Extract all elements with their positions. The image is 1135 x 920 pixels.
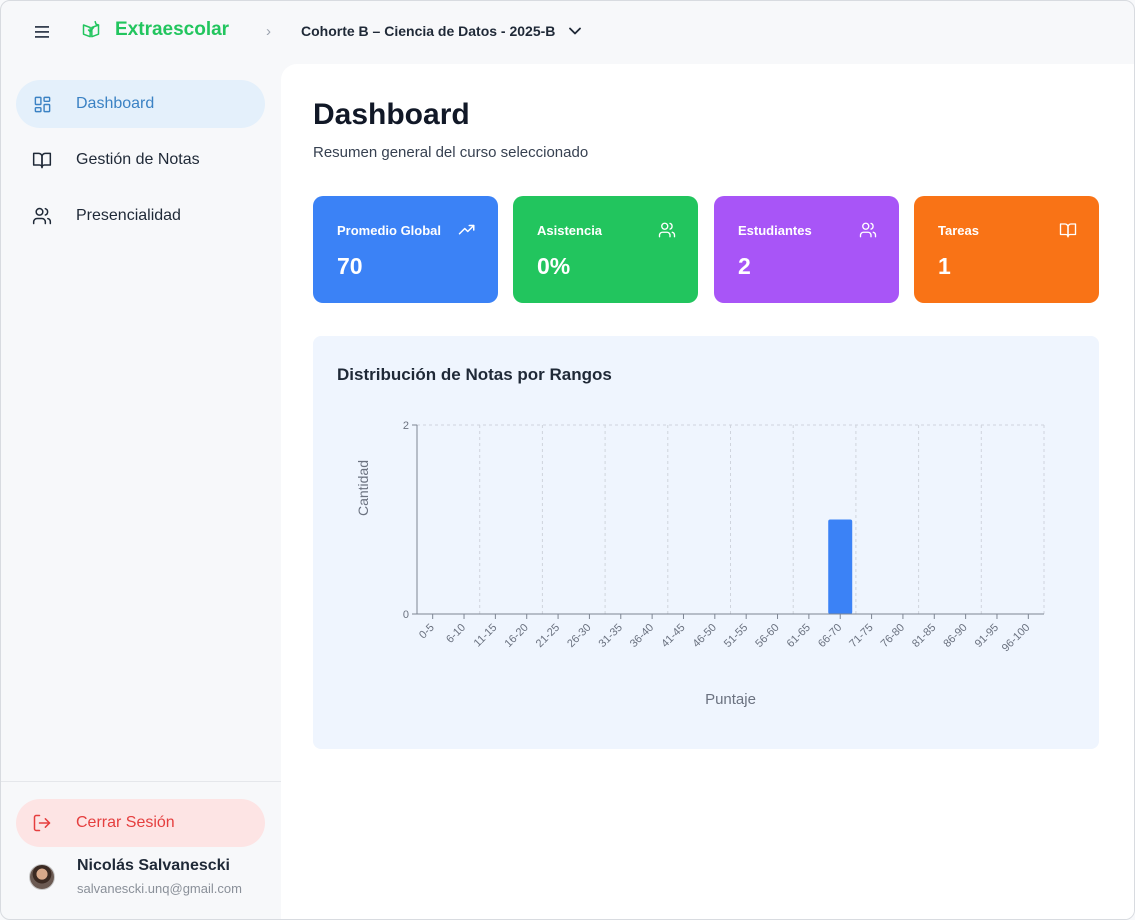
- y-tick-label: 2: [403, 420, 409, 432]
- menu-icon: [35, 26, 49, 38]
- chart-title: Distribución de Notas por Rangos: [337, 365, 612, 384]
- users-icon: [859, 222, 877, 238]
- x-tick-label: 71-75: [847, 622, 875, 650]
- trending-up-icon: [458, 224, 475, 235]
- y-axis-label: Cantidad: [355, 460, 371, 516]
- book-open-icon: [1059, 223, 1077, 238]
- page-subtitle: Resumen general del curso seleccionado: [313, 144, 589, 161]
- avatar: [29, 863, 55, 890]
- bar-chart: 020-5 6-10 11-15 16-20 21-25 26-30 31-35 36-40 4…: [355, 420, 1045, 708]
- page-title: Dashboard: [313, 98, 470, 131]
- sidebar-item-presencialidad[interactable]: Presencialidad: [16, 192, 265, 240]
- book-check-icon: [82, 20, 100, 38]
- stat-card-asistencia: Asistencia 0%: [513, 196, 698, 303]
- cohort-label: Cohorte B – Ciencia de Datos - 2025-B: [301, 23, 556, 39]
- cohort-selector[interactable]: Cohorte B – Ciencia de Datos - 2025-B: [301, 23, 582, 39]
- stat-card-value: 0%: [537, 253, 571, 279]
- brand-name: Extraescolar: [115, 19, 230, 40]
- x-tick-label: 91-95: [973, 622, 1001, 650]
- sidebar-item-label: Gestión de Notas: [76, 151, 200, 168]
- stat-card-label: Asistencia: [537, 223, 603, 238]
- sidebar-item-gestion-notas[interactable]: Gestión de Notas: [16, 136, 265, 184]
- x-tick-label: 76-80: [879, 622, 907, 650]
- x-tick-label: 81-85: [910, 622, 938, 650]
- x-tick-label: 26-30: [565, 622, 593, 650]
- user-email: salvanescki.unq@gmail.com: [77, 881, 242, 896]
- stat-card-tareas: Tareas 1: [914, 196, 1099, 303]
- stat-card-promedio: Promedio Global 70: [313, 196, 498, 303]
- main-content: Dashboard Resumen general del curso sele…: [281, 64, 1134, 919]
- y-tick-label: 0: [403, 609, 409, 621]
- menu-button[interactable]: [29, 20, 55, 44]
- book-icon: [32, 150, 52, 170]
- users-icon: [32, 206, 52, 226]
- x-tick-label: 36-40: [628, 622, 656, 650]
- x-tick-label: 6-10: [444, 622, 468, 646]
- users-icon: [658, 222, 676, 238]
- x-tick-label: 31-35: [597, 622, 625, 650]
- x-tick-label: 21-25: [534, 622, 562, 650]
- log-out-icon: [32, 813, 52, 833]
- user-name: Nicolás Salvanescki: [77, 857, 230, 874]
- logout-button[interactable]: Cerrar Sesión: [16, 799, 265, 847]
- chart-bar-66-70: [828, 519, 853, 614]
- user-profile[interactable]: Nicolás Salvanescki salvanescki.unq@gmai…: [29, 857, 242, 896]
- logout-label: Cerrar Sesión: [76, 814, 175, 831]
- sidebar-divider: [1, 781, 281, 782]
- x-tick-label: 16-20: [502, 622, 530, 650]
- x-tick-label: 0-5: [417, 622, 437, 642]
- chart-panel: Distribución de Notas por Rangos 0 2 0-5 6-…: [313, 336, 1099, 749]
- x-tick-label: 46-50: [691, 622, 719, 650]
- stat-card-estudiantes: Estudiantes 2: [714, 196, 899, 303]
- chevron-right-icon: ›: [266, 23, 271, 40]
- top-bar: Extraescolar › Cohorte B – Ciencia de Da…: [1, 1, 1134, 63]
- x-axis-label: Puntaje: [705, 691, 756, 708]
- stat-card-value: 2: [738, 253, 751, 279]
- stat-card-label: Estudiantes: [738, 223, 812, 238]
- chevron-down-icon: [569, 27, 582, 35]
- x-tick-label: 86-90: [941, 622, 969, 650]
- x-tick-label: 66-70: [816, 622, 844, 650]
- sidebar-item-dashboard[interactable]: Dashboard: [16, 80, 265, 128]
- x-tick-label: 56-60: [753, 622, 781, 650]
- sidebar-item-label: Dashboard: [76, 95, 155, 112]
- stat-card-value: 1: [938, 253, 951, 279]
- brand[interactable]: Extraescolar: [81, 19, 229, 41]
- x-tick-label: 41-45: [659, 622, 687, 650]
- sidebar-item-label: Presencialidad: [76, 207, 181, 224]
- stat-card-value: 70: [337, 253, 363, 279]
- grid-icon: [32, 94, 52, 114]
- x-tick-label: 61-65: [785, 622, 813, 650]
- sidebar: Dashboard Gestión de Notas Presenciali: [1, 63, 281, 919]
- x-tick-label: 11-15: [472, 622, 500, 650]
- stat-card-label: Tareas: [938, 223, 979, 238]
- x-tick-label: 96-100: [1000, 622, 1033, 655]
- x-tick-label: 51-55: [722, 622, 750, 650]
- stat-card-label: Promedio Global: [337, 223, 442, 238]
